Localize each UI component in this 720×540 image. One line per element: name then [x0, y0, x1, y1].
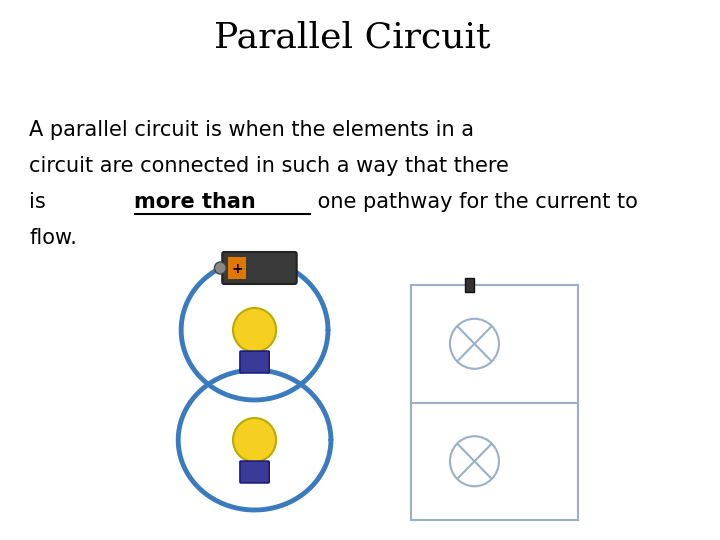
Text: one pathway for the current to: one pathway for the current to — [311, 192, 638, 212]
Circle shape — [233, 308, 276, 352]
Text: +: + — [231, 262, 243, 276]
Text: more than: more than — [134, 192, 256, 212]
FancyBboxPatch shape — [222, 252, 297, 284]
Text: A parallel circuit is when the elements in a: A parallel circuit is when the elements … — [30, 120, 474, 140]
FancyBboxPatch shape — [240, 351, 269, 373]
FancyBboxPatch shape — [240, 461, 269, 483]
Circle shape — [233, 418, 276, 462]
Text: Parallel Circuit: Parallel Circuit — [215, 21, 491, 55]
Circle shape — [450, 319, 499, 369]
Bar — [228, 257, 246, 279]
Text: flow.: flow. — [30, 228, 77, 248]
Text: is: is — [30, 192, 53, 212]
Circle shape — [450, 436, 499, 486]
Bar — [464, 278, 474, 292]
Text: circuit are connected in such a way that there: circuit are connected in such a way that… — [30, 156, 509, 176]
Circle shape — [215, 262, 226, 274]
